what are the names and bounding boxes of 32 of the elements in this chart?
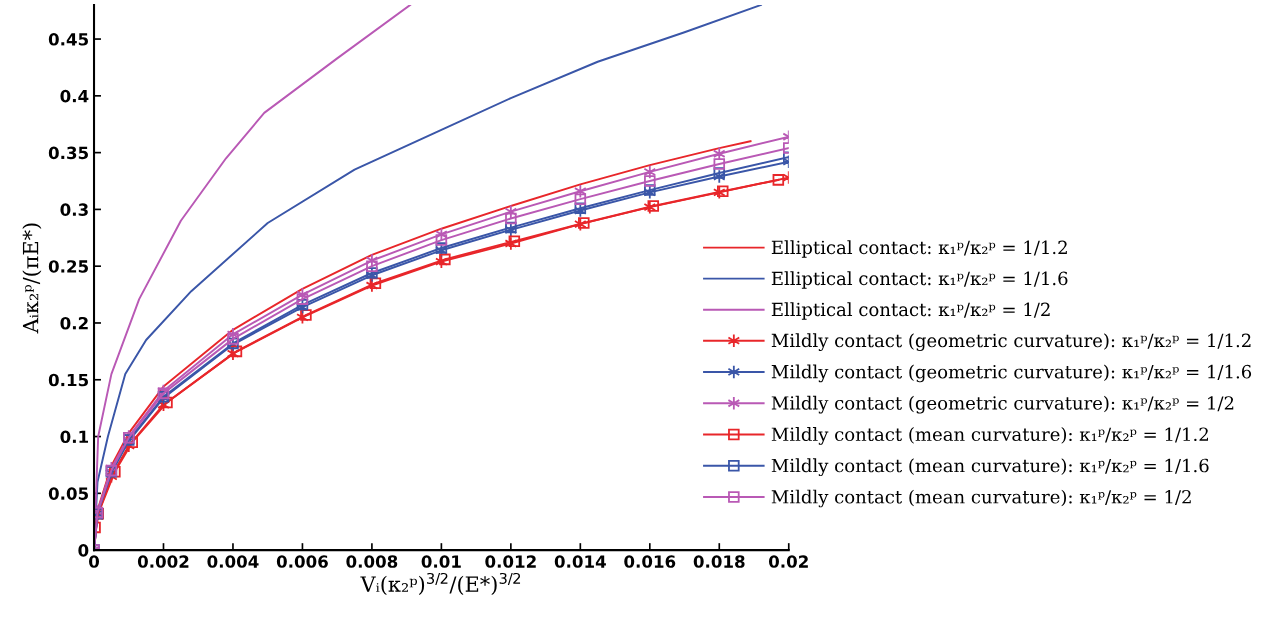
- x-tick-label: 0.01: [421, 555, 461, 568]
- y-tick-label: 0.3: [60, 203, 88, 216]
- y-axis-title: Aᵢκ₂ᵖ/(πE*): [22, 223, 42, 334]
- legend-label: Mildly contact (mean curvature): κ₁ᵖ/κ₂ᵖ = 1/1.6: [771, 458, 1209, 477]
- x-tick-label: 0.006: [276, 555, 328, 568]
- legend-label: Mildly contact (geometric curvature): κ₁ᵖ/κ₂ᵖ = 1/2: [771, 395, 1234, 414]
- y-tick-label: 0.35: [48, 146, 88, 160]
- legend-label: Elliptical contact: κ₁ᵖ/κ₂ᵖ = 1/1.2: [771, 240, 1067, 258]
- legend-label: Elliptical contact: κ₁ᵖ/κ₂ᵖ = 1/2: [771, 302, 1050, 320]
- x-tick-label: 0.02: [768, 555, 808, 568]
- x-tick-label: 0.004: [207, 555, 259, 568]
- y-tick-label: 0.05: [48, 487, 88, 500]
- y-tick-label: 0.4: [60, 89, 89, 103]
- x-tick-label: 0.002: [137, 555, 189, 568]
- x-tick-label: 0.014: [554, 555, 606, 568]
- legend-label: Elliptical contact: κ₁ᵖ/κ₂ᵖ = 1/1.6: [771, 271, 1068, 289]
- x-tick-label: 0.008: [346, 555, 398, 568]
- x-tick-label: 0.016: [624, 555, 676, 568]
- x-axis-title: Vᵢ(κ₂ᵖ)$^{3/2}$/(E*)$^{3/2}$: [360, 572, 521, 595]
- y-tick-label: 0.2: [60, 316, 88, 330]
- legend-label: Mildly contact (mean curvature): κ₁ᵖ/κ₂ᵖ = 1/1.2: [771, 427, 1208, 445]
- legend-label: Mildly contact (geometric curvature): κ₁ᵖ/κ₂ᵖ = 1/1.2: [771, 333, 1251, 352]
- legend-label: Mildly contact (geometric curvature): κ₁ᵖ/κ₂ᵖ = 1/1.6: [771, 364, 1252, 383]
- y-tick-label: 0.25: [48, 260, 88, 273]
- y-tick-label: 0.45: [48, 33, 88, 46]
- legend-label: Mildly contact (mean curvature): κ₁ᵖ/κ₂ᵖ = 1/2: [771, 489, 1191, 508]
- y-tick-label: 0.1: [60, 430, 89, 444]
- x-tick-label: 0: [89, 555, 100, 568]
- x-tick-label: 0.018: [693, 555, 745, 568]
- x-tick-label: 0.012: [485, 555, 536, 568]
- y-tick-label: 0: [78, 544, 89, 557]
- y-tick-label: 0.15: [48, 373, 88, 387]
